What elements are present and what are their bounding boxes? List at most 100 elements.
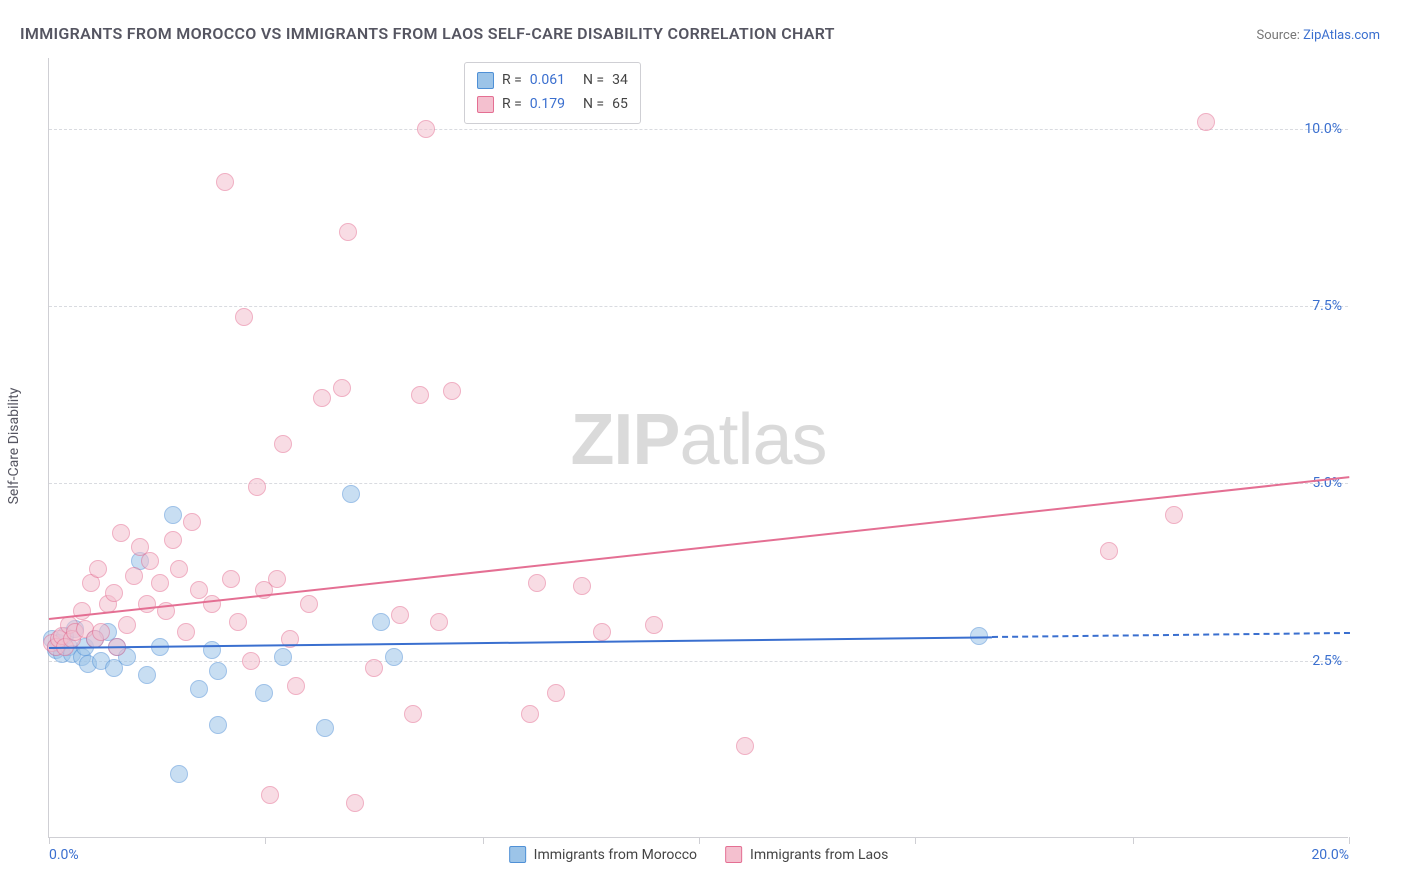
y-tick-label: 2.5% <box>1312 653 1342 669</box>
data-point <box>105 584 123 602</box>
data-point <box>417 120 435 138</box>
data-point <box>229 613 247 631</box>
data-point <box>430 613 448 631</box>
legend-r-value: 0.061 <box>530 69 565 93</box>
legend-n-label: N = <box>583 69 604 93</box>
legend-series-label: Immigrants from Morocco <box>534 847 697 863</box>
x-tick-label: 20.0% <box>1311 847 1349 863</box>
data-point <box>316 719 334 737</box>
data-point <box>170 560 188 578</box>
y-tick-label: 7.5% <box>1312 298 1342 314</box>
data-point <box>274 435 292 453</box>
data-point <box>411 386 429 404</box>
legend-series-label: Immigrants from Laos <box>750 847 888 863</box>
legend-series: Immigrants from Morocco Immigrants from L… <box>509 846 889 863</box>
legend-n-value: 65 <box>612 93 628 117</box>
data-point <box>1197 113 1215 131</box>
data-point <box>300 595 318 613</box>
data-point <box>73 602 91 620</box>
data-point <box>528 574 546 592</box>
data-point <box>138 595 156 613</box>
data-point <box>261 786 279 804</box>
data-point <box>593 623 611 641</box>
data-point <box>287 677 305 695</box>
data-point <box>385 648 403 666</box>
legend-r-label: R = <box>502 93 522 117</box>
data-point <box>89 560 107 578</box>
data-point <box>736 737 754 755</box>
legend-swatch <box>509 846 526 863</box>
data-point <box>118 616 136 634</box>
data-point <box>209 662 227 680</box>
x-tick <box>699 837 700 844</box>
data-point <box>177 623 195 641</box>
data-point <box>365 659 383 677</box>
data-point <box>391 606 409 624</box>
legend-series-item: Immigrants from Laos <box>725 846 888 863</box>
x-tick <box>483 837 484 844</box>
data-point <box>235 308 253 326</box>
legend-correlation-box: R = 0.061 N = 34 R = 0.179 N = 65 <box>464 62 641 124</box>
y-tick-label: 10.0% <box>1304 121 1342 137</box>
data-point <box>170 765 188 783</box>
data-point <box>242 652 260 670</box>
data-point <box>209 716 227 734</box>
data-point <box>190 680 208 698</box>
data-point <box>404 705 422 723</box>
source-label: Source: <box>1256 28 1303 43</box>
legend-r-label: R = <box>502 69 522 93</box>
data-point <box>164 506 182 524</box>
y-axis-label: Self-Care Disability <box>6 388 22 505</box>
data-point <box>443 382 461 400</box>
data-point <box>339 223 357 241</box>
data-point <box>268 570 286 588</box>
data-point <box>183 513 201 531</box>
data-point <box>313 389 331 407</box>
data-point <box>274 648 292 666</box>
legend-swatch <box>477 72 494 89</box>
x-tick <box>1133 837 1134 844</box>
data-point <box>141 552 159 570</box>
source-link[interactable]: ZipAtlas.com <box>1303 28 1380 43</box>
data-point <box>125 567 143 585</box>
x-tick-label: 0.0% <box>49 847 79 863</box>
data-point <box>1100 542 1118 560</box>
legend-swatch <box>725 846 742 863</box>
data-point <box>521 705 539 723</box>
x-tick <box>1349 837 1350 844</box>
scatter-plot-area: ZIPatlas R = 0.061N = 34R = 0.179N = 65 … <box>48 58 1348 838</box>
chart-title: IMMIGRANTS FROM MOROCCO VS IMMIGRANTS FR… <box>20 24 835 43</box>
gridline <box>49 483 1348 484</box>
data-point <box>547 684 565 702</box>
data-point <box>164 531 182 549</box>
data-point <box>203 595 221 613</box>
data-point <box>151 574 169 592</box>
trend-line <box>991 632 1349 638</box>
data-point <box>645 616 663 634</box>
legend-n-value: 34 <box>612 69 628 93</box>
legend-r-value: 0.179 <box>530 93 565 117</box>
data-point <box>346 794 364 812</box>
data-point <box>138 666 156 684</box>
legend-swatch <box>477 96 494 113</box>
x-tick <box>49 837 50 844</box>
gridline <box>49 129 1348 130</box>
data-point <box>372 613 390 631</box>
data-point <box>573 577 591 595</box>
data-point <box>216 173 234 191</box>
data-point <box>92 623 110 641</box>
trend-line <box>49 476 1349 620</box>
data-point <box>342 485 360 503</box>
x-tick <box>265 837 266 844</box>
data-point <box>203 641 221 659</box>
data-point <box>255 684 273 702</box>
watermark: ZIPatlas <box>570 399 826 481</box>
source-attribution: Source: ZipAtlas.com <box>1256 28 1380 43</box>
legend-n-label: N = <box>583 93 604 117</box>
data-point <box>248 478 266 496</box>
data-point <box>112 524 130 542</box>
legend-stat-row: R = 0.061 N = 34 <box>477 69 628 93</box>
legend-stat-row: R = 0.179 N = 65 <box>477 93 628 117</box>
data-point <box>222 570 240 588</box>
legend-series-item: Immigrants from Morocco <box>509 846 697 863</box>
